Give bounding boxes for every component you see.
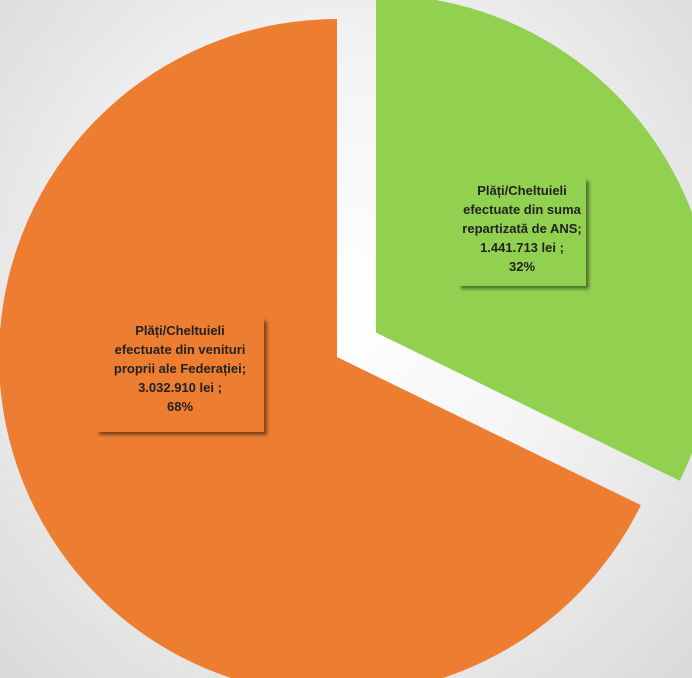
pie-slice-own-revenue: [0, 19, 641, 678]
data-label-ans-line: repartizată de ANS;: [462, 221, 582, 236]
data-label-own-revenue: Plăți/Cheltuieli efectuate din venituri …: [96, 318, 264, 432]
data-label-ans: Plăți/Cheltuieli efectuate din suma repa…: [458, 178, 586, 286]
data-label-own-revenue-percent: 68%: [166, 399, 194, 414]
data-label-ans-line: efectuate din suma: [463, 202, 581, 217]
data-label-ans-value: 1.441.713 lei ;: [480, 240, 564, 255]
data-label-ans-line: Plăți/Cheltuieli: [477, 183, 567, 198]
data-label-ans-percent: 32%: [508, 259, 536, 274]
data-label-own-revenue-line: proprii ale Federației;: [113, 361, 247, 376]
data-label-own-revenue-value: 3.032.910 lei ;: [138, 380, 222, 395]
data-label-own-revenue-line: Plăți/Cheltuieli: [135, 323, 225, 338]
data-label-own-revenue-line: efectuate din venituri: [114, 342, 246, 357]
